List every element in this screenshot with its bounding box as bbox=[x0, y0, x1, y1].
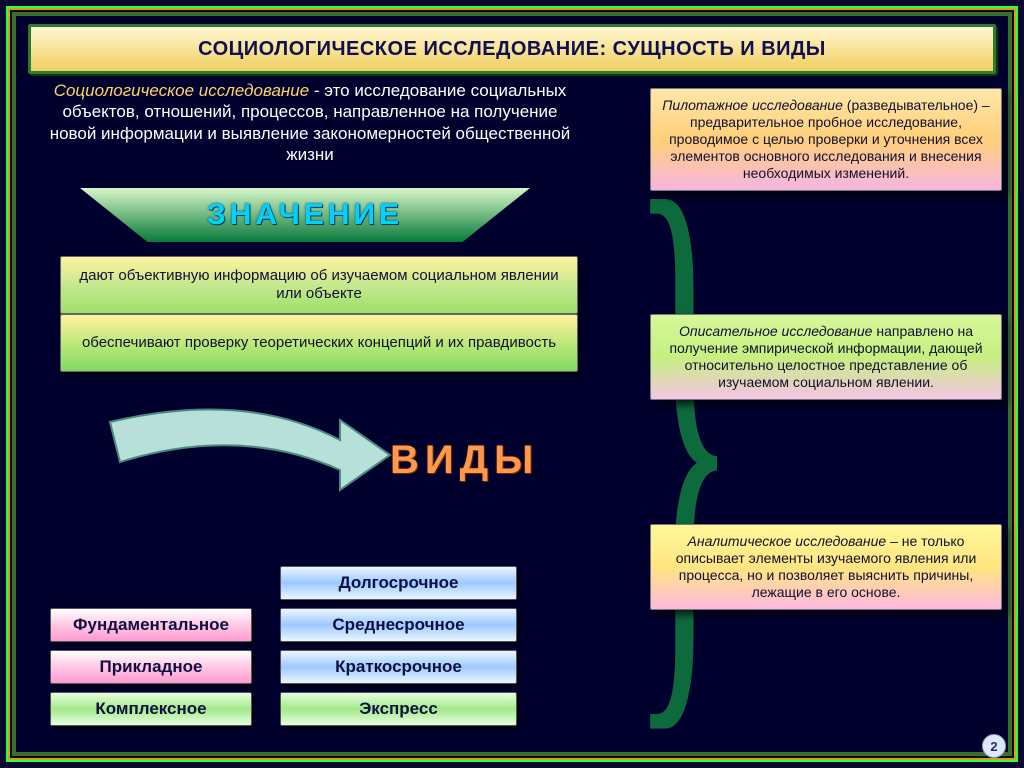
duration-long: Долгосрочное bbox=[280, 566, 517, 600]
title-text: СОЦИОЛОГИЧЕСКОЕ ИССЛЕДОВАНИЕ: СУЩНОСТЬ И… bbox=[198, 38, 826, 61]
page-number: 2 bbox=[982, 734, 1006, 758]
pilot-study-title: Пилотажное исследование bbox=[662, 97, 843, 113]
meaning-banner: ЗНАЧЕНИЕ bbox=[80, 188, 530, 242]
analytical-study-box: Аналитическое исследование – не только о… bbox=[650, 524, 1002, 610]
curved-arrow-icon bbox=[90, 400, 400, 510]
duration-short: Краткосрочное bbox=[280, 650, 517, 684]
meaning-box-2-text: обеспечивают проверку теоретических конц… bbox=[82, 334, 556, 352]
duration-long-label: Долгосрочное bbox=[339, 573, 459, 593]
type-applied-label: Прикладное bbox=[100, 657, 203, 677]
type-complex-label: Комплексное bbox=[95, 699, 206, 719]
slide-stage: СОЦИОЛОГИЧЕСКОЕ ИССЛЕДОВАНИЕ: СУЩНОСТЬ И… bbox=[0, 0, 1024, 768]
analytical-study-title: Аналитическое исследование bbox=[688, 533, 887, 549]
meaning-banner-text: ЗНАЧЕНИЕ bbox=[207, 198, 403, 232]
types-label: ВИДЫ bbox=[390, 438, 539, 483]
descriptive-study-title: Описательное исследование bbox=[679, 323, 872, 339]
duration-short-label: Краткосрочное bbox=[335, 657, 462, 677]
meaning-box-2: обеспечивают проверку теоретических конц… bbox=[60, 314, 578, 372]
page-number-text: 2 bbox=[990, 739, 997, 754]
duration-express-label: Экспресс bbox=[359, 699, 438, 719]
type-applied: Прикладное bbox=[50, 650, 252, 684]
meaning-box-1-text: дают объективную информацию об изучаемом… bbox=[69, 267, 569, 303]
descriptive-study-box: Описательное исследование направлено на … bbox=[650, 314, 1002, 400]
type-complex: Комплексное bbox=[50, 692, 252, 726]
duration-medium: Среднесрочное bbox=[280, 608, 517, 642]
meaning-box-1: дают объективную информацию об изучаемом… bbox=[60, 256, 578, 314]
definition-lead: Социологическое исследование bbox=[54, 81, 309, 100]
type-fundamental: Фундаментальное bbox=[50, 608, 252, 642]
pilot-study-box: Пилотажное исследование (разведывательно… bbox=[650, 88, 1002, 191]
duration-medium-label: Среднесрочное bbox=[332, 615, 464, 635]
type-fundamental-label: Фундаментальное bbox=[73, 615, 229, 635]
definition-block: Социологическое исследование - это иссле… bbox=[40, 80, 580, 165]
title-bar: СОЦИОЛОГИЧЕСКОЕ ИССЛЕДОВАНИЕ: СУЩНОСТЬ И… bbox=[28, 24, 996, 74]
duration-express: Экспресс bbox=[280, 692, 517, 726]
